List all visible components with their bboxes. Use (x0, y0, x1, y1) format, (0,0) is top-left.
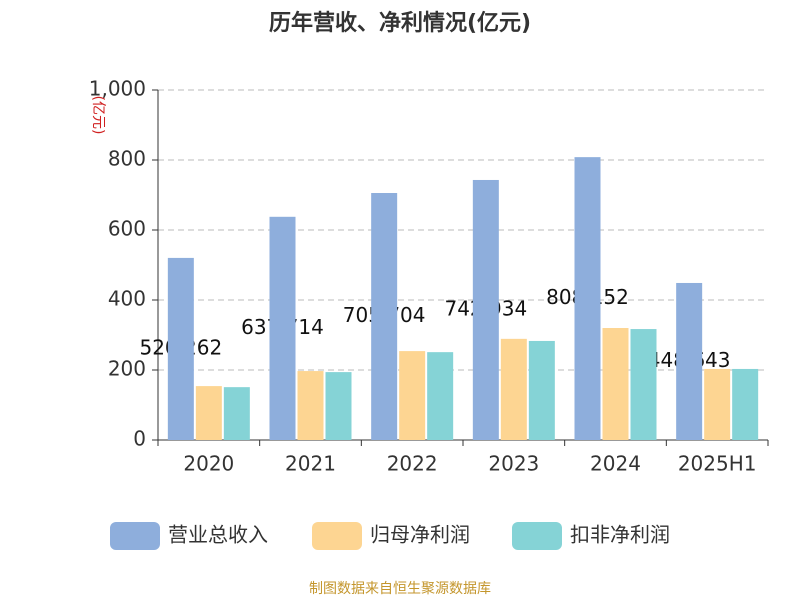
y-tick-label: 0 (133, 427, 146, 451)
bar (325, 372, 352, 440)
x-tick-label: 2020 (183, 452, 234, 476)
legend-swatch (512, 522, 562, 550)
legend-swatch (312, 522, 362, 550)
bar (500, 338, 527, 440)
x-tick-label: 2024 (590, 452, 641, 476)
x-tick-label: 2021 (285, 452, 336, 476)
y-axis-label: (亿元) (90, 96, 106, 135)
legend-swatch (110, 522, 160, 550)
legend-label: 扣非净利润 (570, 523, 670, 547)
bar (269, 216, 296, 440)
x-tick-label: 2025H1 (678, 452, 757, 476)
bar (528, 340, 555, 440)
y-tick-label: 400 (108, 287, 146, 311)
bar (676, 282, 703, 440)
bar (704, 368, 731, 440)
x-tick-label: 2023 (488, 452, 539, 476)
bar (399, 351, 426, 440)
y-tick-label: 1,000 (89, 77, 146, 101)
bar (427, 352, 454, 440)
legend-label: 归母净利润 (370, 523, 470, 547)
bar (371, 193, 398, 440)
bar (195, 386, 222, 440)
bar (167, 257, 194, 440)
bar (574, 157, 601, 441)
y-tick-label: 800 (108, 147, 146, 171)
chart-title: 历年营收、净利情况(亿元) (269, 10, 531, 36)
source-note: 制图数据来自恒生聚源数据库 (309, 581, 491, 597)
bar (732, 368, 759, 440)
bar (630, 329, 657, 440)
y-tick-label: 200 (108, 357, 146, 381)
bar (297, 371, 324, 440)
bar (472, 179, 499, 441)
bar (223, 387, 250, 440)
y-tick-label: 600 (108, 217, 146, 241)
legend-label: 营业总收入 (168, 523, 268, 547)
x-tick-label: 2022 (387, 452, 438, 476)
bar (602, 328, 629, 440)
